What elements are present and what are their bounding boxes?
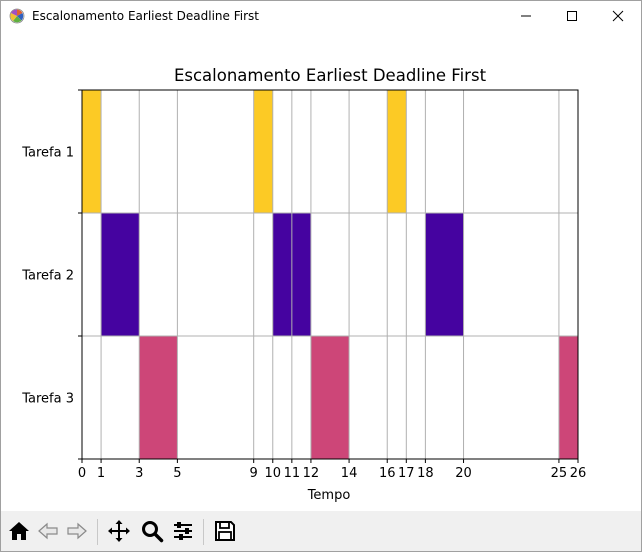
back-button[interactable] bbox=[34, 517, 62, 545]
save-button[interactable] bbox=[211, 517, 239, 545]
forward-arrow-icon bbox=[67, 522, 87, 540]
y-tick-label: Tarefa 2 bbox=[21, 269, 74, 284]
navigation-toolbar bbox=[1, 511, 641, 551]
home-button[interactable] bbox=[5, 517, 33, 545]
close-button[interactable] bbox=[595, 1, 641, 31]
x-tick-label: 20 bbox=[455, 466, 472, 481]
task-bars bbox=[82, 90, 586, 459]
window-title: Escalonamento Earliest Deadline First bbox=[32, 9, 259, 23]
task-bar bbox=[425, 213, 464, 336]
minimize-icon bbox=[521, 15, 531, 17]
task-bar bbox=[578, 90, 586, 213]
x-axis-label: Tempo bbox=[307, 488, 351, 503]
x-tick-label: 5 bbox=[173, 466, 181, 481]
zoom-icon bbox=[142, 521, 164, 543]
task-bar bbox=[558, 336, 578, 459]
home-icon bbox=[9, 522, 29, 540]
x-tick-label: 14 bbox=[341, 466, 358, 481]
plot-frame bbox=[81, 89, 579, 460]
y-tick-label: Tarefa 3 bbox=[21, 392, 74, 407]
x-tick-label: 18 bbox=[417, 466, 434, 481]
y-tick-label: Tarefa 1 bbox=[21, 146, 74, 161]
close-icon bbox=[612, 10, 624, 22]
task-bar bbox=[82, 90, 102, 213]
x-tick-label: 12 bbox=[303, 466, 320, 481]
title-bar: Escalonamento Earliest Deadline First bbox=[1, 1, 641, 31]
task-bar bbox=[387, 90, 407, 213]
task-bar bbox=[101, 213, 140, 336]
pan-button[interactable] bbox=[105, 517, 133, 545]
minimize-button[interactable] bbox=[503, 1, 549, 31]
chart-title: Escalonamento Earliest Deadline First bbox=[174, 66, 487, 85]
save-icon bbox=[215, 521, 235, 541]
x-tick-label: 26 bbox=[570, 466, 587, 481]
x-tick-label: 1 bbox=[97, 466, 105, 481]
x-tick-label: 9 bbox=[250, 466, 258, 481]
x-tick-label: 16 bbox=[379, 466, 396, 481]
toolbar-separator bbox=[203, 519, 204, 545]
task-bar bbox=[253, 90, 273, 213]
grid-lines bbox=[81, 90, 579, 459]
x-tick-label: 25 bbox=[551, 466, 568, 481]
task-bar bbox=[139, 336, 178, 459]
configure-subplots-button[interactable] bbox=[169, 517, 197, 545]
maximize-button[interactable] bbox=[549, 1, 595, 31]
pan-icon bbox=[108, 520, 130, 542]
x-tick-label: 0 bbox=[78, 466, 86, 481]
back-arrow-icon bbox=[38, 522, 58, 540]
axis-ticks: 0 1 3 5 9 10 11 12 14 16 17 18 20 25 26 Tarefa 1 Tarefa … bbox=[21, 89, 587, 481]
maximize-icon bbox=[567, 11, 577, 21]
task-bar bbox=[310, 336, 350, 459]
forward-button[interactable] bbox=[63, 517, 91, 545]
x-tick-label: 11 bbox=[284, 466, 301, 481]
matplotlib-icon bbox=[9, 8, 25, 24]
toolbar-separator bbox=[97, 519, 98, 545]
x-tick-label: 17 bbox=[398, 466, 415, 481]
x-tick-label: 3 bbox=[135, 466, 143, 481]
configure-subplots-icon bbox=[174, 522, 192, 540]
x-tick-label: 10 bbox=[264, 466, 281, 481]
zoom-button[interactable] bbox=[138, 517, 166, 545]
